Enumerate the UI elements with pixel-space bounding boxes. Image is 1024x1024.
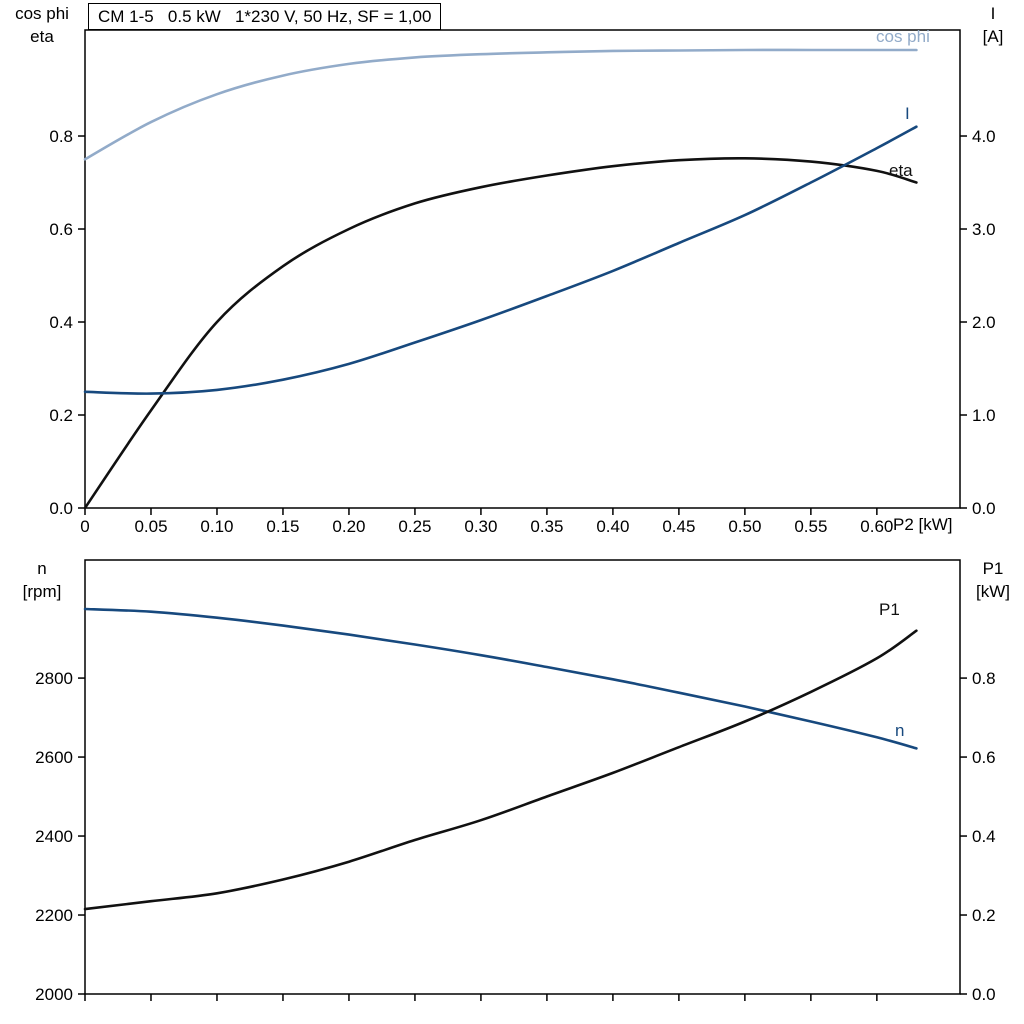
left-tick-label: 0.6 [49, 220, 73, 239]
curve-label-current: I [905, 104, 910, 123]
x-tick-label: 0.05 [134, 517, 167, 536]
left-tick-label: 2200 [35, 906, 73, 925]
left-tick-label: 0.0 [49, 499, 73, 518]
right-tick-label: 0.0 [972, 985, 996, 1004]
right-tick-label: 0.0 [972, 499, 996, 518]
x-tick-label: 0.15 [266, 517, 299, 536]
x-tick-label: 0.10 [200, 517, 233, 536]
axis-title-current: I [990, 4, 996, 23]
curve-label-speed: n [895, 721, 905, 740]
left-tick-label: 0.8 [49, 127, 73, 146]
left-tick-label: 0.4 [49, 313, 73, 332]
axis-title-speed: n [37, 559, 47, 578]
axis-title-ampere-unit: [A] [982, 27, 1004, 46]
curve-label-cos-phi: cos phi [876, 27, 930, 46]
axis-title-cos-phi: cos phi [15, 4, 69, 23]
x-tick-label: 0 [80, 517, 89, 536]
axis-title-top-right: I [A] [968, 2, 1018, 48]
right-tick-label: 4.0 [972, 127, 996, 146]
x-tick-label: 0.20 [332, 517, 365, 536]
x-tick-label: 0.35 [530, 517, 563, 536]
x-tick-label: 0.25 [398, 517, 431, 536]
axis-title-eta: eta [30, 27, 54, 46]
axis-title-p1: P1 [982, 559, 1004, 578]
left-tick-label: 2800 [35, 669, 73, 688]
axis-title-kw-unit: [kW] [976, 582, 1010, 601]
left-tick-label: 2600 [35, 748, 73, 767]
plot-border [84, 29, 961, 509]
x-tick-label: 0.30 [464, 517, 497, 536]
right-tick-label: 0.8 [972, 669, 996, 688]
right-tick-label: 2.0 [972, 313, 996, 332]
left-tick-label: 2400 [35, 827, 73, 846]
right-tick-label: 0.4 [972, 827, 996, 846]
x-tick-label: 0.60 [860, 517, 893, 536]
curve-i [83, 125, 918, 395]
curve-p1 [83, 629, 918, 911]
right-tick-label: 0.2 [972, 906, 996, 925]
curve-eta [83, 156, 918, 510]
axis-title-rpm-unit: [rpm] [22, 582, 62, 601]
axis-title-bottom-right: P1 [kW] [966, 557, 1020, 603]
curve-cos-phi [83, 48, 918, 161]
right-tick-label: 1.0 [972, 406, 996, 425]
left-tick-label: 2000 [35, 985, 73, 1004]
x-tick-label: 0.45 [662, 517, 695, 536]
axis-title-bottom-left: n [rpm] [4, 557, 80, 603]
right-tick-label: 3.0 [972, 220, 996, 239]
curve-label-eta: eta [889, 161, 913, 180]
x-tick-label: 0.40 [596, 517, 629, 536]
left-tick-label: 0.2 [49, 406, 73, 425]
axis-title-top-left: cos phi eta [4, 2, 80, 48]
chart-title-box: CM 1-5 0.5 kW 1*230 V, 50 Hz, SF = 1,00 [88, 3, 442, 30]
x-axis-title-p2: P2 [kW] [893, 515, 953, 534]
plot-border [84, 559, 961, 995]
curve-n [83, 607, 918, 750]
curve-label-p1: P1 [879, 600, 900, 619]
right-tick-label: 0.6 [972, 748, 996, 767]
x-tick-label: 0.50 [728, 517, 761, 536]
x-tick-label: 0.55 [794, 517, 827, 536]
